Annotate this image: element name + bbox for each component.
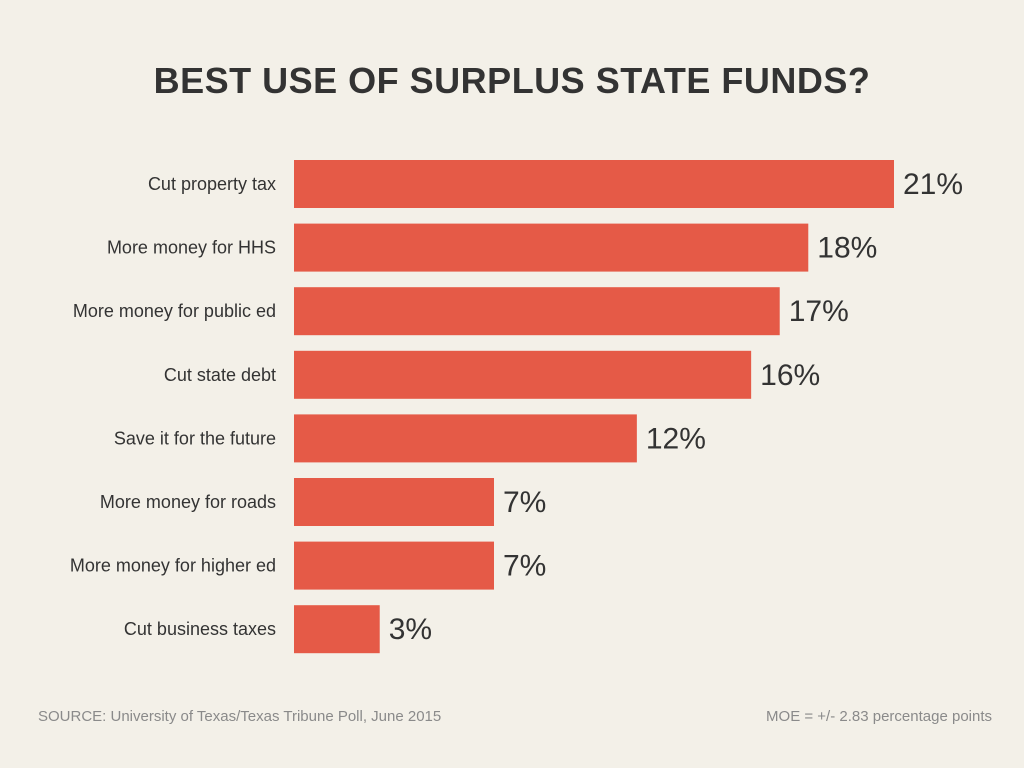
bar-more-money-for-hhs	[294, 223, 809, 272]
value-label-more-money-for-public-ed: 17%	[789, 295, 849, 328]
value-label-more-money-for-hhs: 18%	[817, 232, 877, 265]
bar-more-money-for-higher-ed	[294, 541, 494, 590]
category-label-cut-property-tax: Cut property tax	[148, 174, 276, 194]
category-label-save-it-for-the-future: Save it for the future	[114, 428, 276, 448]
bar-cut-business-taxes	[294, 605, 380, 654]
value-label-cut-business-taxes: 3%	[389, 613, 432, 646]
category-label-more-money-for-hhs: More money for HHS	[107, 238, 276, 258]
chart-title: BEST USE OF SURPLUS STATE FUNDS?	[153, 60, 871, 101]
value-label-cut-property-tax: 21%	[903, 168, 963, 201]
bar-save-it-for-the-future	[294, 414, 637, 463]
category-label-more-money-for-public-ed: More money for public ed	[73, 301, 276, 321]
bar-more-money-for-public-ed	[294, 287, 780, 336]
bar-more-money-for-roads	[294, 478, 494, 526]
bar-cut-state-debt	[294, 350, 752, 399]
category-label-cut-state-debt: Cut state debt	[164, 365, 276, 385]
value-label-more-money-for-roads: 7%	[503, 486, 546, 519]
category-label-cut-business-taxes: Cut business taxes	[124, 619, 276, 639]
moe-note: MOE = +/- 2.83 percentage points	[766, 708, 992, 725]
value-label-cut-state-debt: 16%	[760, 359, 820, 392]
value-label-save-it-for-the-future: 12%	[646, 422, 706, 455]
bar-cut-property-tax	[294, 160, 894, 208]
source-note: SOURCE: University of Texas/Texas Tribun…	[38, 708, 442, 725]
value-label-more-money-for-higher-ed: 7%	[503, 550, 546, 583]
category-label-more-money-for-higher-ed: More money for higher ed	[70, 556, 276, 576]
category-label-more-money-for-roads: More money for roads	[100, 492, 276, 512]
